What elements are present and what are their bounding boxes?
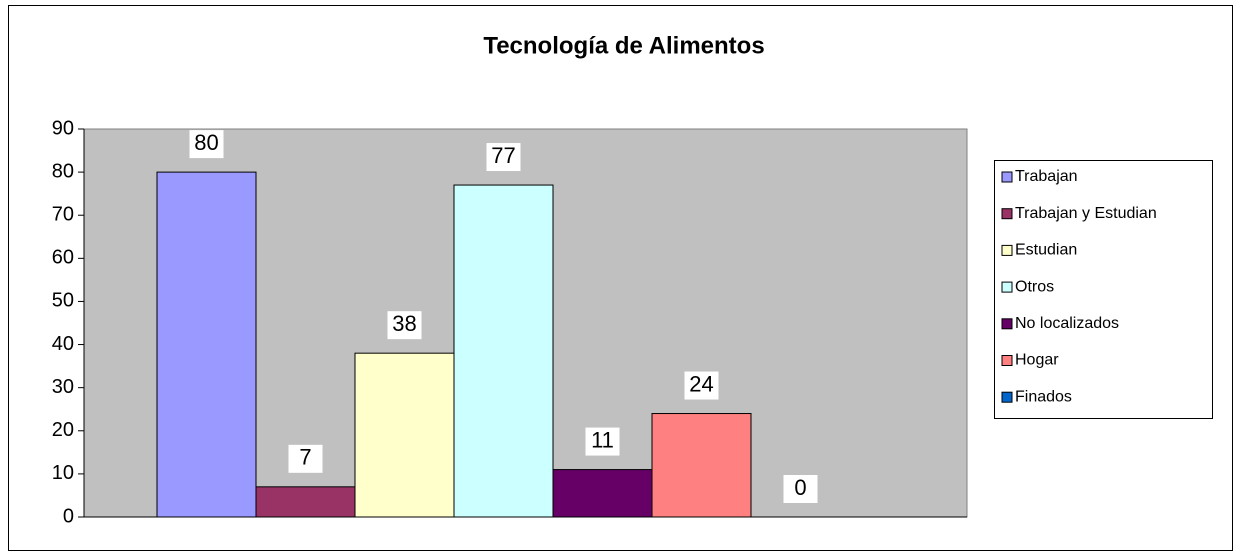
bar	[453, 184, 554, 518]
legend-label: Trabajan	[1015, 168, 1078, 185]
legend-label: Trabajan y Estudian	[1015, 205, 1157, 222]
value-label: 38	[392, 311, 416, 336]
value-label-bg	[387, 311, 422, 340]
value-label-bg	[486, 143, 521, 172]
y-tick-label: 60	[52, 247, 74, 269]
bar	[255, 486, 356, 518]
value-label-bg	[585, 427, 620, 456]
value-label: 80	[194, 130, 218, 155]
y-tick-label: 30	[52, 376, 74, 398]
legend-label: Hogar	[1015, 352, 1059, 369]
y-tick-label: 0	[63, 505, 74, 527]
y-tick-label: 70	[52, 204, 74, 226]
value-label: 7	[299, 445, 311, 470]
value-label-bg	[189, 130, 224, 159]
value-label-bg	[288, 444, 323, 473]
legend-swatch	[1001, 281, 1013, 293]
y-tick-label: 40	[52, 333, 74, 355]
value-label-bg	[684, 371, 719, 400]
legend-label: No localizados	[1015, 315, 1119, 332]
y-tick-label: 50	[52, 290, 74, 312]
value-label: 24	[689, 371, 713, 396]
legend-box	[994, 160, 1213, 419]
value-label: 0	[794, 475, 806, 500]
bar	[354, 352, 455, 518]
legend-swatch	[1001, 318, 1013, 330]
legend-swatch	[1001, 391, 1013, 403]
bar	[651, 413, 752, 518]
legend-swatch	[1001, 244, 1013, 256]
legend-swatch	[1001, 208, 1013, 220]
y-tick-label: 10	[52, 462, 74, 484]
value-label: 11	[591, 427, 614, 452]
y-tick-label: 20	[52, 419, 74, 441]
y-tick-label: 80	[52, 160, 74, 182]
legend-swatch	[1001, 171, 1013, 183]
value-label: 77	[491, 143, 515, 168]
legend-label: Finados	[1015, 388, 1072, 405]
legend-label: Estudian	[1015, 242, 1077, 259]
bar	[552, 469, 653, 518]
y-tick-label: 90	[52, 117, 74, 139]
chart-title: Tecnología de Alimentos	[483, 32, 764, 59]
legend-swatch	[1001, 355, 1013, 366]
bar	[156, 171, 257, 518]
value-label-bg	[783, 475, 818, 503]
legend-label: Otros	[1015, 278, 1054, 295]
